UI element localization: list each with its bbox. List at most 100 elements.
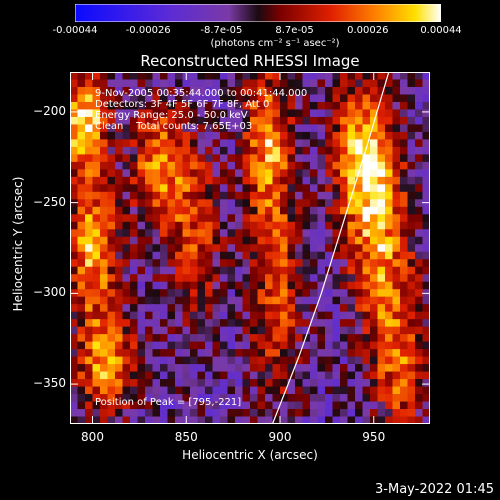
heatmap-cell — [355, 244, 364, 253]
heatmap-cell — [182, 409, 191, 418]
heatmap-cell — [385, 101, 394, 111]
heatmap-cell — [167, 109, 176, 118]
heatmap-cell — [235, 341, 244, 350]
heatmap-cell — [85, 236, 94, 245]
heatmap-cell — [385, 259, 394, 268]
heatmap-cell — [265, 139, 274, 148]
heatmap-cell — [227, 116, 236, 126]
heatmap-cell — [227, 176, 236, 185]
heatmap-cell — [182, 311, 191, 320]
heatmap-cell — [145, 281, 154, 290]
heatmap-cell — [85, 251, 94, 260]
heatmap-cell — [70, 116, 79, 126]
heatmap-cell — [100, 296, 109, 305]
heatmap-cell — [265, 259, 274, 268]
heatmap-cell — [160, 274, 169, 283]
heatmap-cell — [340, 251, 349, 260]
heatmap-cell — [145, 236, 154, 245]
heatmap-cell — [122, 386, 131, 395]
heatmap-cell — [152, 184, 161, 193]
heatmap-cell — [100, 364, 109, 373]
heatmap-cell — [287, 386, 296, 395]
heatmap-cell — [302, 266, 311, 275]
heatmap-cell — [287, 199, 296, 208]
heatmap-cell — [392, 394, 401, 403]
heatmap-cell — [347, 124, 356, 133]
heatmap-cell — [332, 319, 341, 328]
heatmap-cell — [317, 244, 326, 253]
heatmap-cell — [295, 349, 304, 358]
heatmap-cell — [355, 341, 364, 350]
heatmap-cell — [115, 169, 124, 178]
heatmap-cell — [115, 349, 124, 358]
heatmap-cell — [287, 401, 296, 410]
heatmap-cell — [310, 356, 319, 365]
heatmap-cell — [392, 266, 401, 275]
heatmap-cell — [70, 161, 79, 170]
heatmap-cell — [197, 184, 206, 193]
heatmap-cell — [92, 379, 101, 388]
heatmap-cell — [175, 94, 184, 103]
heatmap-cell — [107, 79, 116, 88]
heatmap-cell — [257, 394, 266, 403]
heatmap-cell — [137, 79, 146, 88]
heatmap-cell — [362, 289, 371, 298]
heatmap-cell — [77, 416, 86, 424]
heatmap-cell — [107, 214, 116, 223]
heatmap-cell — [107, 161, 116, 170]
colorbar-tick-label: 8.7e-05 — [275, 25, 314, 36]
heatmap-cell — [347, 311, 356, 320]
heatmap-cell — [265, 356, 274, 365]
heatmap-cell — [287, 146, 296, 155]
heatmap-cell — [370, 214, 379, 223]
heatmap-cell — [250, 289, 259, 298]
heatmap-cell — [160, 184, 169, 193]
heatmap-cell — [385, 251, 394, 260]
heatmap-cell — [197, 79, 206, 88]
heatmap-cell — [272, 94, 281, 103]
heatmap-cell — [130, 364, 139, 373]
heatmap-cell — [227, 199, 236, 208]
heatmap-cell — [190, 79, 199, 88]
heatmap-cell — [295, 326, 304, 335]
heatmap-cell — [197, 394, 206, 403]
heatmap-cell — [242, 394, 251, 403]
heatmap-cell — [385, 296, 394, 305]
heatmap-cell — [415, 101, 424, 111]
heatmap-cell — [212, 356, 221, 365]
heatmap-cell — [77, 154, 86, 163]
heatmap-cell — [272, 364, 281, 373]
heatmap-cell — [302, 86, 311, 96]
heatmap-cell — [385, 131, 394, 140]
heatmap-cell — [130, 274, 139, 283]
heatmap-cell — [145, 304, 154, 313]
heatmap-cell — [392, 244, 401, 253]
heatmap-cell — [100, 244, 109, 253]
heatmap-cell — [415, 266, 424, 275]
heatmap-cell — [392, 341, 401, 350]
heatmap-cell — [212, 101, 221, 111]
heatmap-cell — [235, 326, 244, 335]
heatmap-cell — [280, 86, 289, 96]
heatmap-cell — [272, 251, 281, 260]
heatmap-cells — [70, 72, 430, 424]
heatmap-cell — [130, 371, 139, 380]
heatmap-cell — [407, 349, 416, 358]
heatmap-cell — [92, 266, 101, 275]
heatmap-cell — [137, 244, 146, 253]
heatmap-cell — [190, 244, 199, 253]
heatmap-cell — [370, 289, 379, 298]
heatmap-cell — [107, 394, 116, 403]
heatmap-cell — [145, 311, 154, 320]
heatmap-cell — [130, 311, 139, 320]
heatmap-cell — [407, 364, 416, 373]
heatmap-cell — [145, 356, 154, 365]
heatmap-cell — [77, 289, 86, 298]
heatmap-cell — [295, 154, 304, 163]
heatmap-cell — [227, 326, 236, 335]
heatmap-cell — [272, 296, 281, 305]
heatmap-cell — [295, 101, 304, 111]
heatmap-cell — [280, 101, 289, 111]
heatmap-cell — [407, 86, 416, 96]
heatmap-cell — [257, 371, 266, 380]
